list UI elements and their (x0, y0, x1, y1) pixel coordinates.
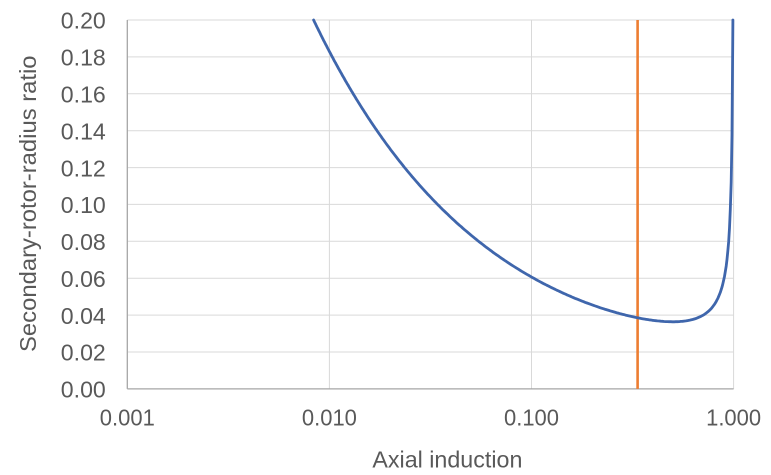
svg-text:0.010: 0.010 (302, 405, 357, 431)
svg-text:0.001: 0.001 (100, 405, 155, 431)
svg-text:0.18: 0.18 (61, 45, 106, 71)
svg-text:0.06: 0.06 (61, 266, 106, 292)
svg-text:Secondary-rotor-radius ratio: Secondary-rotor-radius ratio (15, 55, 41, 352)
svg-text:0.10: 0.10 (61, 192, 106, 218)
svg-text:0.16: 0.16 (61, 82, 106, 108)
svg-text:0.12: 0.12 (61, 155, 106, 181)
svg-text:0.100: 0.100 (504, 405, 559, 431)
svg-text:0.14: 0.14 (61, 118, 106, 144)
svg-text:0.20: 0.20 (61, 8, 106, 34)
svg-text:0.00: 0.00 (61, 377, 106, 403)
svg-text:0.02: 0.02 (61, 340, 106, 366)
svg-text:Axial induction: Axial induction (372, 447, 522, 473)
svg-text:0.08: 0.08 (61, 229, 106, 255)
svg-text:0.04: 0.04 (61, 303, 106, 329)
svg-text:1.000: 1.000 (706, 405, 761, 431)
